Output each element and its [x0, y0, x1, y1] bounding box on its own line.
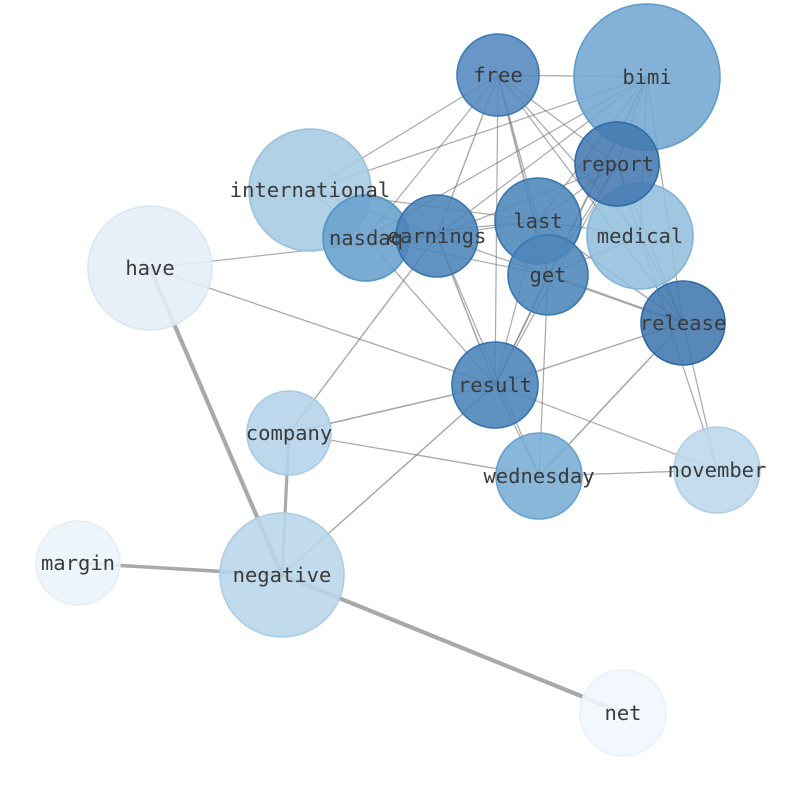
- node-result: [451, 341, 539, 429]
- node-net: [579, 669, 667, 757]
- node-margin: [35, 520, 121, 606]
- node-label-medical: medical: [597, 224, 683, 248]
- node-november: [673, 426, 761, 514]
- node-label-last: last: [513, 209, 562, 233]
- node-report: [574, 121, 660, 207]
- node-label-release: release: [640, 311, 726, 335]
- node-label-november: november: [668, 458, 767, 482]
- node-earnings: [395, 194, 479, 278]
- node-label-negative: negative: [233, 563, 332, 587]
- node-get: [507, 234, 589, 316]
- node-negative: [219, 512, 345, 638]
- node-wednesday: [495, 432, 583, 520]
- node-label-have: have: [125, 256, 174, 280]
- node-label-bimi: bimi: [622, 65, 671, 89]
- node-label-earnings: earnings: [388, 224, 487, 248]
- node-label-international: international: [230, 178, 390, 202]
- node-have: [87, 205, 213, 331]
- node-release: [640, 280, 726, 366]
- node-label-net: net: [604, 701, 641, 725]
- label-layer: bimi international have medical nasdaq free re…: [41, 63, 766, 725]
- node-label-report: report: [580, 152, 654, 176]
- node-company: [246, 390, 332, 476]
- node-label-nasdaq: nasdaq: [329, 226, 403, 250]
- node-label-get: get: [529, 263, 566, 287]
- node-free: [456, 33, 540, 117]
- node-layer: [35, 3, 761, 757]
- node-label-wednesday: wednesday: [483, 464, 594, 488]
- node-label-margin: margin: [41, 551, 115, 575]
- node-label-company: company: [246, 421, 332, 445]
- node-label-result: result: [458, 373, 532, 397]
- node-label-free: free: [473, 63, 522, 87]
